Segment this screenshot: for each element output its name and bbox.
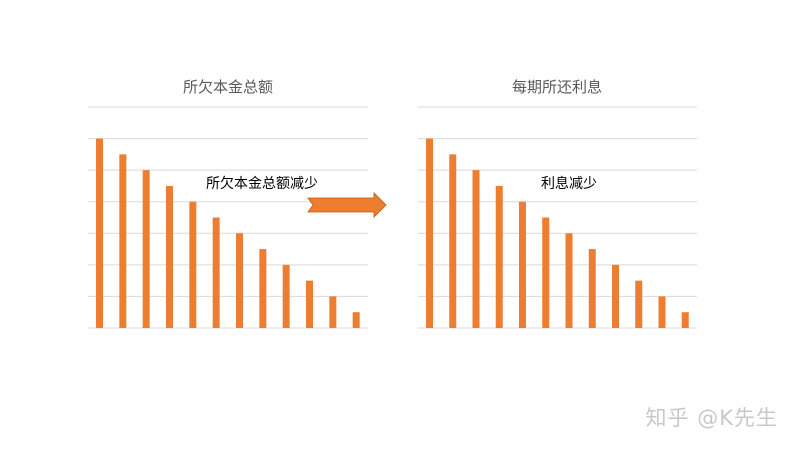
bar-12 [681, 312, 689, 328]
bar-6 [542, 217, 550, 328]
bar-5 [189, 201, 197, 328]
chart-interest: 每期所还利息 利息减少 [418, 78, 697, 329]
bar-12 [352, 312, 360, 328]
bar-4 [495, 185, 503, 328]
annotation-text: 所欠本金总额减少 [206, 176, 318, 192]
chart-principal: 所欠本金总额 所欠本金总额减少 [88, 78, 368, 329]
chart-title: 所欠本金总额 [183, 78, 273, 96]
bar-3 [142, 170, 150, 328]
watermark: 知乎 @K先生 [645, 406, 778, 430]
right-arrow-icon [307, 192, 387, 218]
bar-10 [306, 280, 313, 328]
bar-7 [236, 233, 243, 328]
bar-1 [96, 138, 103, 328]
bar-8 [259, 249, 267, 328]
bar-11 [658, 296, 666, 328]
bar-3 [472, 170, 480, 328]
bar-9 [282, 264, 290, 328]
bar-11 [329, 296, 337, 328]
bar-5 [519, 201, 526, 328]
bar-1 [426, 138, 433, 328]
bar-4 [166, 185, 173, 328]
bar-8 [588, 249, 596, 328]
bar-2 [119, 154, 127, 328]
bar-2 [449, 154, 457, 328]
bar-9 [612, 264, 619, 328]
bar-7 [565, 233, 573, 328]
annotation-text: 利息减少 [541, 175, 597, 192]
bar-10 [635, 280, 643, 328]
chart-title: 每期所还利息 [512, 78, 602, 96]
bar-6 [212, 217, 220, 328]
